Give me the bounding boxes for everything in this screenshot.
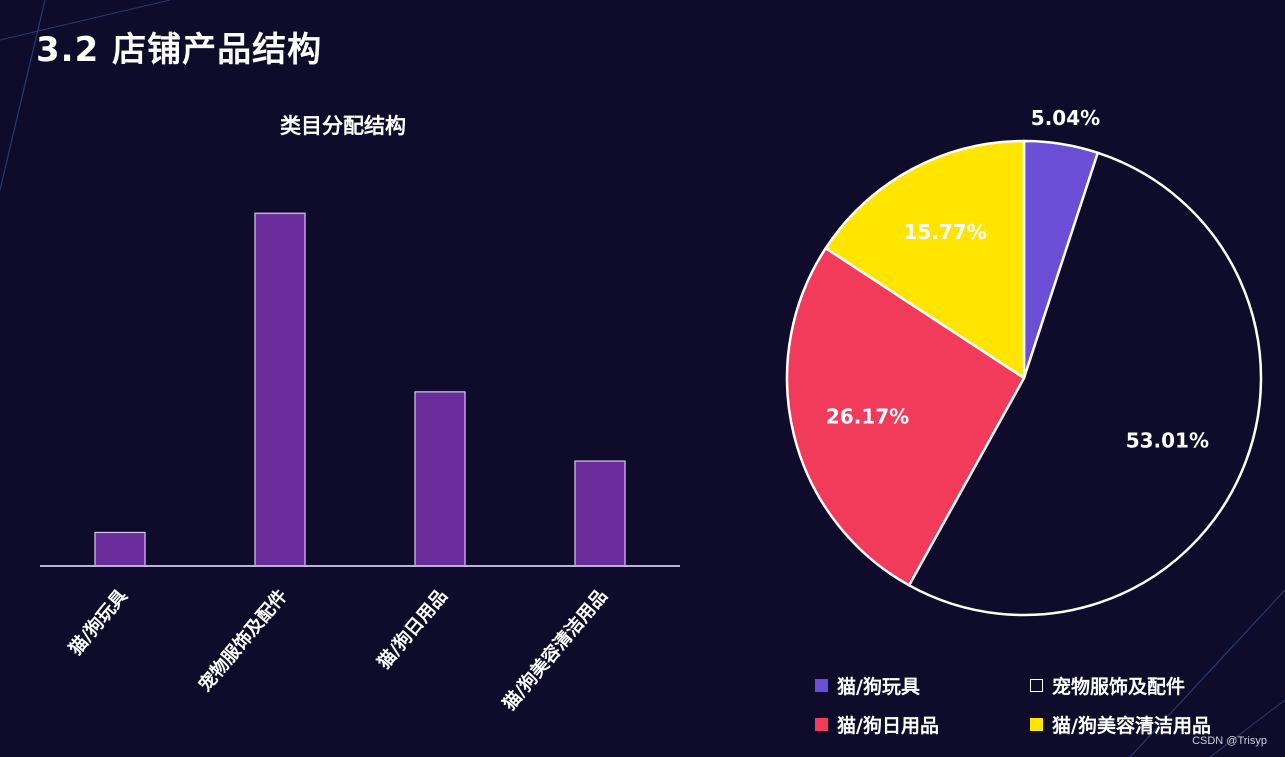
bar-chart: 猫/狗玩具 宠物服饰及配件 猫/狗日用品 猫/狗美容清洁用品: [40, 212, 680, 715]
bar-0[interactable]: [94, 531, 146, 567]
pie-slice-3[interactable]: [824, 139, 1026, 380]
pie-data-label-1: 53.01%: [1126, 429, 1209, 453]
page-title: 3.2 店铺产品结构: [36, 30, 323, 70]
legend-item-toys[interactable]: 猫/狗玩具: [815, 672, 1030, 699]
bar-1[interactable]: [254, 212, 306, 567]
legend-label-toys: 猫/狗玩具: [837, 676, 920, 698]
pie-legend: 猫/狗玩具 宠物服饰及配件 猫/狗日用品 猫/狗美容清洁用品: [815, 672, 1255, 738]
pie-slice-2[interactable]: [785, 246, 1026, 587]
bar-chart-title: 类目分配结构: [280, 114, 406, 138]
pie-data-label-2: 26.17%: [826, 405, 909, 429]
legend-swatch-apparel: [1030, 679, 1043, 692]
legend-item-grooming[interactable]: 猫/狗美容清洁用品: [1030, 711, 1245, 738]
bar-3[interactable]: [574, 460, 626, 567]
legend-label-grooming: 猫/狗美容清洁用品: [1052, 715, 1211, 737]
pie-slice-1[interactable]: [907, 151, 1263, 617]
legend-label-apparel: 宠物服饰及配件: [1052, 676, 1186, 698]
legend-swatch-daily: [815, 718, 828, 731]
legend-item-apparel[interactable]: 宠物服饰及配件: [1030, 672, 1245, 699]
pie-data-label-3: 15.77%: [903, 220, 986, 244]
legend-label-daily: 猫/狗日用品: [837, 715, 939, 737]
legend-swatch-grooming: [1030, 718, 1043, 731]
pie-data-label-0: 5.04%: [1031, 106, 1100, 130]
legend-item-daily[interactable]: 猫/狗日用品: [815, 711, 1030, 738]
legend-swatch-toys: [815, 679, 828, 692]
watermark: CSDN @Trisyp: [1192, 735, 1267, 747]
